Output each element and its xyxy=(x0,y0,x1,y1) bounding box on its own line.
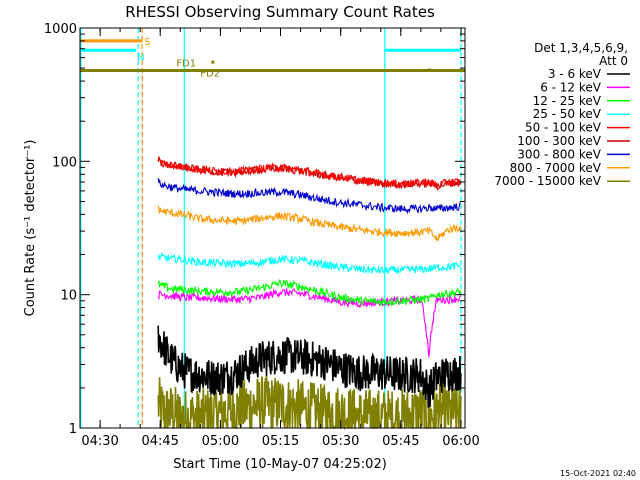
footer-timestamp: 15-Oct-2021 02:40 xyxy=(560,469,636,478)
series-line-50-100-kev xyxy=(157,156,462,189)
series-line-25-50-kev xyxy=(157,251,462,275)
legend-header-line-2: Att 0 xyxy=(599,54,628,68)
legend-label-50-100-kev: 50 - 100 keV xyxy=(525,121,602,135)
axes: 04:30 04:45 05:00 05:15 05:30 05:45 06:00 1 10 10… xyxy=(44,22,480,449)
flag-label-s: S xyxy=(144,37,150,48)
plot-area: SN FD1 FD2 xyxy=(80,28,465,431)
x-tick-label-6: 06:00 xyxy=(442,434,479,449)
x-tick-label-1: 04:45 xyxy=(141,434,178,449)
legend-label-3-6-kev: 3 - 6 keV xyxy=(548,67,602,81)
y-tick-label-2: 100 xyxy=(52,155,77,170)
legend-label-800-7000-kev: 800 - 7000 keV xyxy=(510,161,602,175)
flag-marker-fd1 xyxy=(211,60,215,64)
legend-header-line-1: Det 1,3,4,5,6,9, xyxy=(534,41,628,55)
x-tick-label-3: 05:15 xyxy=(262,434,299,449)
y-tick-label-3: 1000 xyxy=(44,22,77,37)
flag-label-fd1: FD1 xyxy=(176,59,196,70)
series-line-6-12-kev xyxy=(157,288,462,358)
flag-label-n: N xyxy=(137,52,144,63)
legend-label-7000-15000-kev: 7000 - 15000 keV xyxy=(494,174,601,188)
legend-label-100-300-kev: 100 - 300 keV xyxy=(517,134,601,148)
flag-marker-fd2 xyxy=(427,68,431,72)
series-line-300-800-kev xyxy=(157,178,461,215)
flag-label-fd2: FD2 xyxy=(200,69,220,80)
y-tick-label-0: 1 xyxy=(69,422,77,437)
series-line-800-7000-kev xyxy=(157,205,462,242)
x-tick-label-5: 05:45 xyxy=(382,434,419,449)
series-line-3-6-kev xyxy=(157,325,462,408)
series-line-100-300-kev xyxy=(157,157,462,191)
y-tick-label-1: 10 xyxy=(60,289,77,304)
y-axis-label: Count Rate (s⁻¹ detector⁻¹) xyxy=(23,140,38,317)
plot-frame xyxy=(79,27,466,429)
legend-label-25-50-kev: 25 - 50 keV xyxy=(533,107,602,121)
x-tick-label-0: 04:30 xyxy=(81,434,118,449)
x-tick-label-2: 05:00 xyxy=(202,434,239,449)
legend-label-12-25-kev: 12 - 25 keV xyxy=(533,94,602,108)
chart-title: RHESSI Observing Summary Count Rates xyxy=(125,3,435,21)
legend-label-6-12-kev: 6 - 12 keV xyxy=(540,80,602,94)
x-axis-label: Start Time (10-May-07 04:25:02) xyxy=(173,457,387,472)
series-line-12-25-kev xyxy=(157,279,462,307)
legend-label-300-800-kev: 300 - 800 keV xyxy=(517,147,601,161)
x-tick-label-4: 05:30 xyxy=(322,434,359,449)
